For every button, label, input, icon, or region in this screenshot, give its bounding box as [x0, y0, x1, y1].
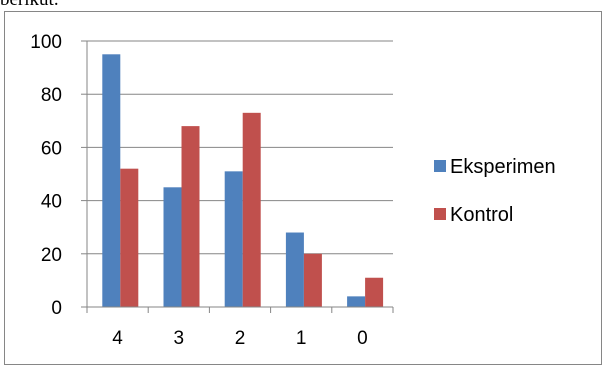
- legend-swatch-kontrol: [434, 208, 446, 220]
- bar-kontrol-4: [120, 168, 139, 307]
- legend: Eksperimen Kontrol: [434, 156, 556, 226]
- x-tick-label: 0: [357, 328, 368, 349]
- x-tick-label: 4: [112, 328, 123, 349]
- legend-label-kontrol: Kontrol: [450, 204, 513, 226]
- bars: [102, 54, 384, 308]
- tick-labels: 0 20 40 60 80 100 4 3 2 1 0: [30, 32, 367, 349]
- bar-kontrol-0: [365, 277, 384, 307]
- bar-eksperimen-4: [102, 54, 121, 307]
- y-tick-label: 20: [41, 245, 62, 266]
- y-tick-label: 0: [51, 298, 62, 319]
- legend-swatch-eksperimen: [434, 160, 446, 172]
- axes: [81, 40, 394, 313]
- bar-kontrol-3: [181, 126, 200, 308]
- y-tick-label: 40: [41, 192, 62, 213]
- x-tick-label: 1: [296, 328, 307, 349]
- y-tick-label: 80: [41, 85, 62, 106]
- bar-kontrol-1: [303, 253, 322, 307]
- x-tick-label: 3: [174, 328, 185, 349]
- preceding-text: berikut.: [0, 0, 59, 11]
- chart-frame: [4, 11, 602, 365]
- bar-kontrol-2: [242, 112, 261, 307]
- y-tick-label: 60: [41, 138, 62, 159]
- bar-eksperimen-2: [224, 171, 243, 307]
- y-tick-label: 100: [30, 32, 62, 53]
- bar-eksperimen-3: [163, 187, 182, 307]
- legend-label-eksperimen: Eksperimen: [450, 156, 556, 178]
- x-tick-label: 2: [235, 328, 246, 349]
- bar-eksperimen-0: [347, 296, 366, 307]
- bar-eksperimen-1: [285, 232, 304, 307]
